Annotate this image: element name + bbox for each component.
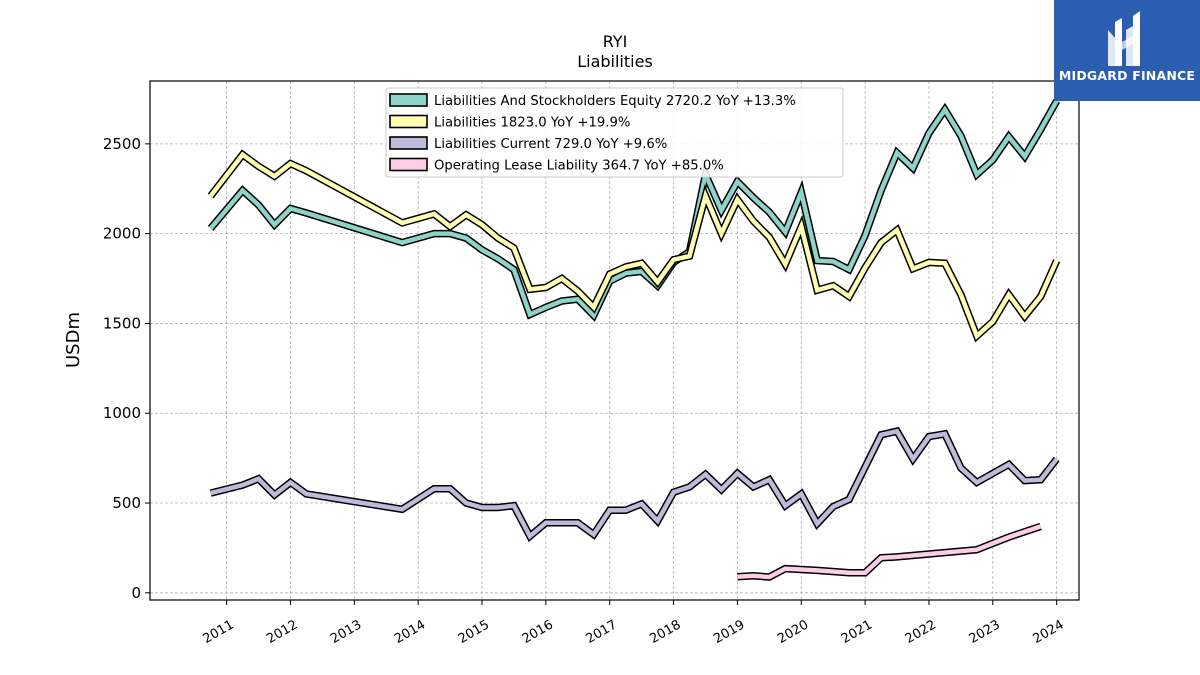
y-tick-label: 1500 <box>103 314 141 332</box>
x-tick-label: 2022 <box>903 617 939 647</box>
x-tick-label: 2012 <box>264 617 300 647</box>
midgard-logo-icon <box>1102 8 1152 68</box>
legend: Liabilities And Stockholders Equity 2720… <box>386 88 843 177</box>
legend-entry: Liabilities And Stockholders Equity 2720… <box>434 94 796 109</box>
series-line-outline <box>211 431 1057 536</box>
y-tick-label: 0 <box>131 584 141 602</box>
x-tick-label: 2019 <box>711 617 747 647</box>
series-line <box>211 155 1057 336</box>
legend-swatch <box>390 116 427 128</box>
chart: 05001000150020002500 2011 2012 2013 2014 201… <box>0 0 1200 675</box>
x-tick-label: 2024 <box>1030 617 1066 647</box>
midgard-finance-logo: MIDGARD FINANCE <box>1054 0 1200 101</box>
legend-swatch <box>390 137 427 149</box>
y-axis: 0 500 1000 1500 2000 2500 <box>103 135 150 602</box>
y-tick-label: 1000 <box>103 404 141 422</box>
x-tick-label: 2017 <box>584 617 620 647</box>
series-line-outline <box>211 155 1057 336</box>
x-tick-label: 2020 <box>775 617 811 647</box>
x-tick-label: 2021 <box>839 617 875 647</box>
x-tick-label: 2014 <box>392 617 428 647</box>
legend-entry: Liabilities 1823.0 YoY +19.9% <box>434 116 630 131</box>
x-tick-label: 2013 <box>328 617 364 647</box>
logo-text: MIDGARD FINANCE <box>1054 68 1200 83</box>
x-tick-label: 2015 <box>456 617 492 647</box>
chart-title: RYI <box>603 32 628 51</box>
series-line <box>737 526 1040 577</box>
x-tick-label: 2016 <box>520 617 556 647</box>
x-axis: 2011 2012 2013 2014 2015 2016 2017 2018 2019 2020… <box>200 600 1066 647</box>
legend-swatch <box>390 94 427 106</box>
legend-entry: Operating Lease Liability 364.7 YoY +85.… <box>434 159 724 174</box>
y-axis-label: USDm <box>63 312 84 368</box>
legend-entry: Liabilities Current 729.0 YoY +9.6% <box>434 137 667 152</box>
x-tick-label: 2011 <box>200 617 236 647</box>
x-tick-label: 2018 <box>647 617 683 647</box>
x-tick-label: 2023 <box>967 617 1003 647</box>
chart-subtitle: Liabilities <box>577 52 653 71</box>
y-tick-label: 2500 <box>103 135 141 153</box>
series-line <box>211 431 1057 536</box>
y-tick-label: 2000 <box>103 225 141 243</box>
series-line-stroke <box>737 526 1040 577</box>
series-line-stroke <box>211 155 1057 336</box>
y-tick-label: 500 <box>112 494 141 512</box>
legend-swatch <box>390 159 427 171</box>
series-line-stroke <box>211 431 1057 536</box>
